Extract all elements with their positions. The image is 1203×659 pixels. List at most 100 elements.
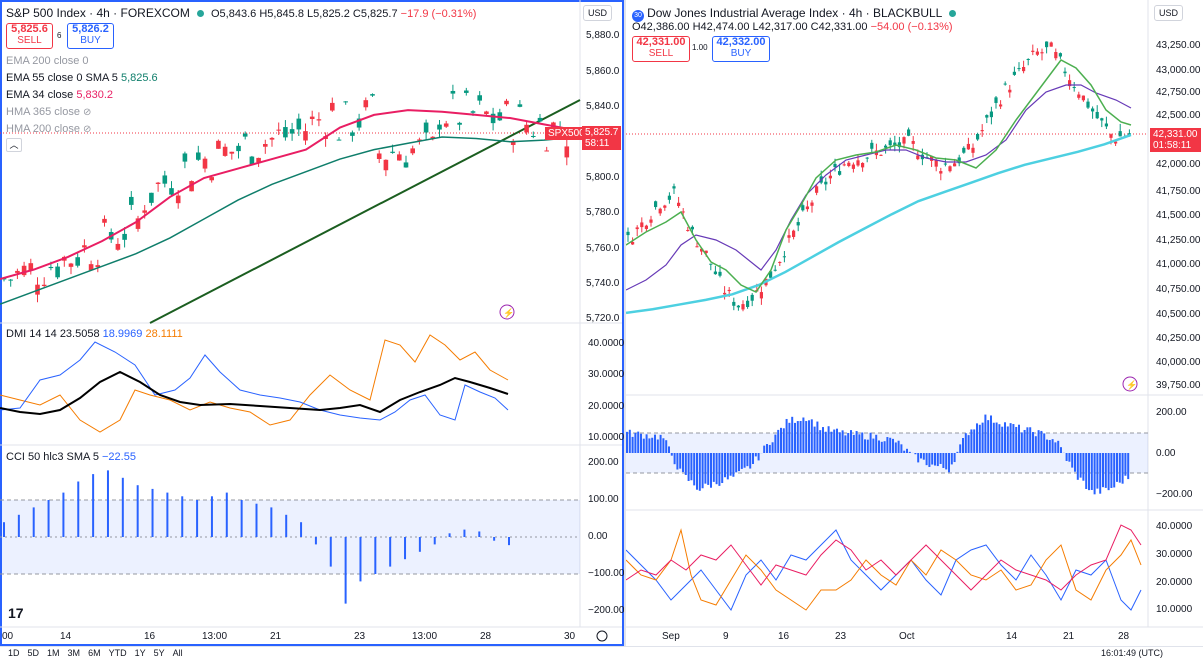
candle — [1063, 67, 1067, 77]
left-buy-button[interactable]: 5,826.2 BUY — [67, 23, 114, 49]
left-chart-canvas[interactable]: 17 ⚡ — [0, 0, 624, 646]
hidden-eye-icon[interactable]: ⊘ — [83, 107, 92, 118]
candle — [122, 227, 127, 248]
left-chart-pane[interactable]: S&P 500 Index · 4h · FOREXCOM O5,843.6 H… — [0, 0, 624, 646]
candle — [330, 97, 335, 112]
hidden-eye-icon[interactable]: ⊘ — [83, 124, 92, 135]
period-button-1d[interactable]: 1D — [8, 648, 20, 658]
candle — [948, 165, 952, 173]
right-buy-button[interactable]: 42,332.00 BUY — [712, 36, 770, 62]
candle — [741, 300, 745, 312]
settings-gear-icon[interactable] — [596, 630, 608, 642]
candle — [709, 263, 713, 271]
left-sell-button[interactable]: 5,825.6 SELL — [6, 23, 53, 49]
candle — [640, 217, 644, 233]
candle — [276, 122, 281, 136]
candle — [484, 110, 489, 116]
candle — [236, 143, 241, 159]
osc-histogram — [626, 414, 1130, 495]
indicator-ema34[interactable]: EMA 34 close 5,830.2 — [6, 89, 114, 101]
left-currency-button[interactable]: USD — [583, 5, 613, 21]
candle — [649, 215, 653, 227]
candle — [437, 119, 442, 138]
candle — [838, 163, 842, 176]
utc-clock[interactable]: 16:01:49 (UTC) — [1100, 648, 1163, 658]
candle — [242, 131, 248, 140]
period-button-all[interactable]: All — [172, 648, 183, 658]
right-currency-button[interactable]: USD — [1154, 5, 1184, 21]
candle — [999, 100, 1003, 110]
collapse-legend-icon[interactable]: ︿ — [6, 138, 22, 152]
candle — [801, 203, 805, 212]
pane-divider[interactable] — [624, 0, 626, 646]
candle — [115, 238, 121, 251]
candle — [732, 297, 736, 311]
left-last-price-tag: 5,825.7 58:11 — [582, 126, 622, 150]
candle — [746, 296, 750, 309]
period-button-1m[interactable]: 1M — [47, 648, 60, 658]
candle — [907, 127, 911, 137]
left-high: H5,845.8 — [259, 8, 304, 20]
candle — [149, 192, 154, 206]
candle — [994, 95, 998, 109]
candle — [443, 120, 449, 128]
candle — [1026, 58, 1030, 66]
right-chart-pane[interactable]: 30 Dow Jones Industrial Average Index · … — [626, 0, 1203, 646]
period-button-1y[interactable]: 1Y — [134, 648, 146, 658]
candle — [700, 248, 704, 255]
ma-cyan-line — [626, 133, 1132, 315]
cci-legend[interactable]: CCI 50 hlc3 SMA 5 −22.55 — [6, 451, 136, 463]
candle — [796, 217, 800, 232]
candle — [893, 135, 897, 152]
candle — [861, 162, 865, 172]
ema34-line — [0, 109, 579, 280]
right-candles — [626, 41, 1131, 312]
indicator-hma200[interactable]: HMA 200 close ⊘ — [6, 123, 92, 135]
period-button-3m[interactable]: 3M — [67, 648, 81, 658]
candle — [644, 224, 648, 232]
candle — [736, 304, 740, 311]
market-open-dot-icon — [196, 10, 204, 17]
candle — [457, 121, 462, 131]
lightning-icon[interactable] — [499, 304, 515, 320]
candle — [169, 181, 174, 197]
candle — [677, 196, 681, 208]
period-button-ytd[interactable]: YTD — [108, 648, 127, 658]
candle — [196, 145, 201, 161]
candle — [989, 106, 993, 125]
period-button-5y[interactable]: 5Y — [153, 648, 165, 658]
ma-green-line — [626, 59, 1132, 293]
candle — [423, 119, 429, 140]
candle — [222, 143, 228, 157]
right-symbol-title[interactable]: Dow Jones Industrial Average Index · 4h … — [647, 6, 943, 20]
indicator-ema200[interactable]: EMA 200 close 0 — [6, 55, 89, 67]
candle — [182, 151, 188, 169]
dmi-legend[interactable]: DMI 14 14 23.5058 18.9969 28.1111 — [6, 328, 183, 340]
period-button-6m[interactable]: 6M — [88, 648, 101, 658]
candle — [524, 120, 529, 135]
candle — [842, 161, 846, 167]
symbol-tag: SPX500 — [545, 127, 588, 140]
candle — [635, 225, 639, 237]
indicator-ema55[interactable]: EMA 55 close 0 SMA 5 5,825.6 — [6, 72, 158, 84]
candle — [497, 108, 503, 122]
bottom-toolbar: 1D 5D 1M 3M 6M YTD 1Y 5Y All 16:01:49 (UTC) — [0, 646, 1203, 659]
candle — [102, 215, 107, 227]
candle — [971, 143, 975, 158]
lightning-icon[interactable] — [1122, 376, 1138, 392]
left-change: −17.9 (−0.31%) — [400, 8, 477, 20]
right-chart-canvas[interactable]: ⚡ — [626, 0, 1203, 646]
dmi-minus-line — [0, 334, 509, 433]
period-button-5d[interactable]: 5D — [27, 648, 40, 658]
right-sell-button[interactable]: 42,331.00 SELL — [632, 36, 690, 62]
candle — [28, 258, 34, 275]
dmi-orange-line — [626, 528, 1142, 611]
candle — [1077, 91, 1081, 100]
indicator-hma365[interactable]: HMA 365 close ⊘ — [6, 106, 92, 118]
candle — [966, 137, 970, 150]
right-ohlc-row: O42,386.00 H42,474.00 L42,317.00 C42,331… — [632, 21, 953, 33]
candle — [769, 271, 773, 278]
trendline[interactable] — [149, 99, 581, 324]
candle — [95, 259, 101, 273]
left-symbol-title[interactable]: S&P 500 Index · 4h · FOREXCOM — [6, 6, 190, 20]
